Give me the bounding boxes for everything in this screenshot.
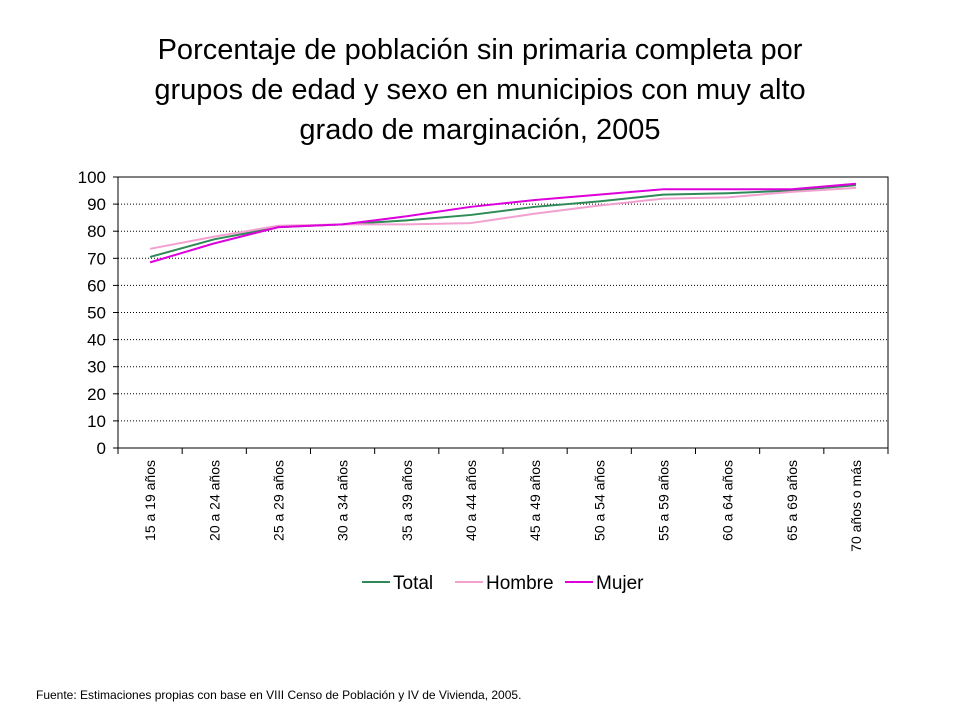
series-line-hombre (149, 186, 856, 250)
x-tick-label: 55 a 59 años (655, 460, 671, 541)
x-tick-label: 40 a 44 años (463, 460, 479, 541)
chart-title-line: grupos de edad y sexo en municipios con … (154, 74, 806, 106)
y-tick-label: 60 (87, 276, 106, 295)
y-tick-label: 30 (87, 358, 106, 377)
x-tick-label: 15 a 19 años (142, 460, 158, 541)
x-tick-label: 50 a 54 años (591, 460, 607, 541)
y-tick-label: 10 (87, 412, 106, 431)
source-footnote: Fuente: Estimaciones propias con base en… (36, 688, 522, 702)
chart-title-line: Porcentaje de población sin primaria com… (157, 34, 803, 66)
y-tick-label: 80 (87, 222, 106, 241)
legend-entry-total: Total (362, 573, 433, 594)
y-tick-label: 90 (87, 195, 106, 214)
y-tick-label: 50 (87, 304, 106, 323)
x-tick-label: 60 a 64 años (720, 460, 736, 541)
legend-label: Hombre (486, 573, 554, 594)
x-tick-label: 70 años o más (848, 460, 864, 552)
chart-title: Porcentaje de población sin primaria com… (80, 30, 880, 150)
x-tick-label: 45 a 49 años (527, 460, 543, 541)
y-tick-label: 100 (78, 168, 106, 187)
legend-label: Mujer (596, 573, 644, 594)
y-tick-label: 40 (87, 331, 106, 350)
legend-entry-hombre: Hombre (455, 573, 554, 594)
legend-entry-mujer: Mujer (565, 573, 644, 594)
x-tick-label: 35 a 39 años (399, 460, 415, 541)
series-line-mujer (149, 182, 857, 264)
y-tick-label: 20 (87, 385, 106, 404)
x-tick-label: 65 a 69 años (784, 460, 800, 541)
x-tick-label: 25 a 29 años (270, 460, 286, 541)
legend-label: Total (393, 573, 433, 594)
chart-title-line: grado de marginación, 2005 (299, 114, 661, 146)
x-tick-label: 30 a 34 años (335, 460, 351, 541)
y-tick-label: 0 (97, 439, 106, 458)
y-tick-label: 70 (87, 249, 106, 268)
x-tick-label: 20 a 24 años (206, 460, 222, 541)
